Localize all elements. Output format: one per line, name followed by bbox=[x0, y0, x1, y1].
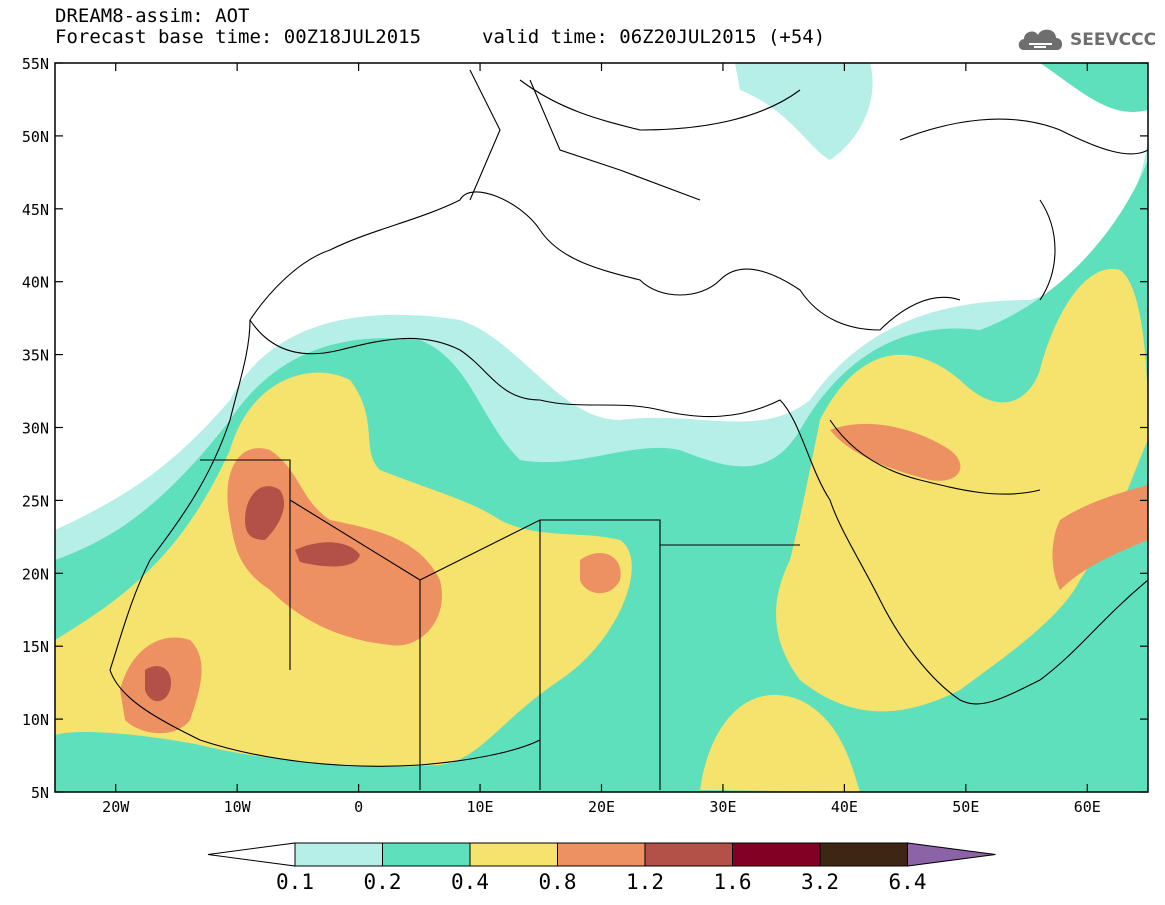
lat-tick-label: 5N bbox=[31, 784, 49, 802]
colorbar-label: 1.6 bbox=[714, 870, 752, 894]
lat-tick-label: 20N bbox=[22, 565, 49, 583]
lon-tick-label: 60E bbox=[1074, 798, 1101, 816]
logo-text: SEEVCCC bbox=[1070, 30, 1157, 50]
aot-band-1-2 bbox=[145, 486, 360, 702]
valid-time: valid time: 06Z20JUL2015 (+54) bbox=[482, 26, 826, 48]
lon-tick-label: 20E bbox=[588, 798, 615, 816]
lon-tick-label: 10W bbox=[224, 798, 252, 816]
lon-tick-label: 20W bbox=[102, 798, 130, 816]
lat-tick-label: 45N bbox=[22, 201, 49, 219]
colorbar-swatch bbox=[819, 842, 908, 867]
colorbar-swatch bbox=[294, 842, 383, 867]
lon-tick-label: 10E bbox=[467, 798, 494, 816]
cloud-logo-icon bbox=[1018, 29, 1063, 50]
colorbar-label: 0.2 bbox=[364, 870, 402, 894]
colorbar-swatch bbox=[644, 842, 733, 867]
lat-tick-label: 10N bbox=[22, 711, 49, 729]
lat-tick-label: 50N bbox=[22, 128, 49, 146]
lon-axis: 20W 10W 0 10E 20E 30E 40E 50E 60E bbox=[102, 63, 1101, 816]
colorbar-swatch bbox=[557, 842, 646, 867]
lon-tick-label: 30E bbox=[709, 798, 736, 816]
colorbar-label: 1.2 bbox=[626, 870, 664, 894]
colorbar: 0.1 0.2 0.4 0.8 1.2 1.6 3.2 6.4 bbox=[207, 842, 996, 894]
lat-tick-label: 55N bbox=[22, 55, 49, 73]
lat-tick-label: 35N bbox=[22, 347, 49, 365]
seevccc-logo: SEEVCCC bbox=[1016, 24, 1156, 58]
colorbar-under-arrow bbox=[207, 842, 296, 867]
colorbar-swatch bbox=[469, 842, 558, 867]
colorbar-over-arrow bbox=[907, 842, 996, 867]
colorbar-label: 6.4 bbox=[889, 870, 927, 894]
forecast-base-time: Forecast base time: 00Z18JUL2015 bbox=[55, 26, 422, 48]
lat-axis: 55N 50N 45N 40N 35N 30N 25N 20N 15N 10N 5N bbox=[22, 55, 1148, 802]
colorbar-swatch bbox=[732, 842, 821, 867]
lat-tick-label: 30N bbox=[22, 420, 49, 438]
lon-tick-label: 40E bbox=[831, 798, 858, 816]
coastlines bbox=[109, 69, 1148, 790]
lon-tick-label: 50E bbox=[952, 798, 979, 816]
colorbar-swatch bbox=[382, 842, 471, 867]
colorbar-label: 0.4 bbox=[451, 870, 489, 894]
aot-field bbox=[55, 63, 1148, 792]
map-title: DREAM8-assim: AOT bbox=[55, 5, 250, 27]
colorbar-label: 0.8 bbox=[539, 870, 577, 894]
lat-tick-label: 40N bbox=[22, 274, 49, 292]
lat-tick-label: 25N bbox=[22, 492, 49, 510]
lat-tick-label: 15N bbox=[22, 638, 49, 656]
colorbar-label: 0.1 bbox=[276, 870, 314, 894]
lon-tick-label: 0 bbox=[354, 798, 363, 816]
colorbar-label: 3.2 bbox=[801, 870, 839, 894]
